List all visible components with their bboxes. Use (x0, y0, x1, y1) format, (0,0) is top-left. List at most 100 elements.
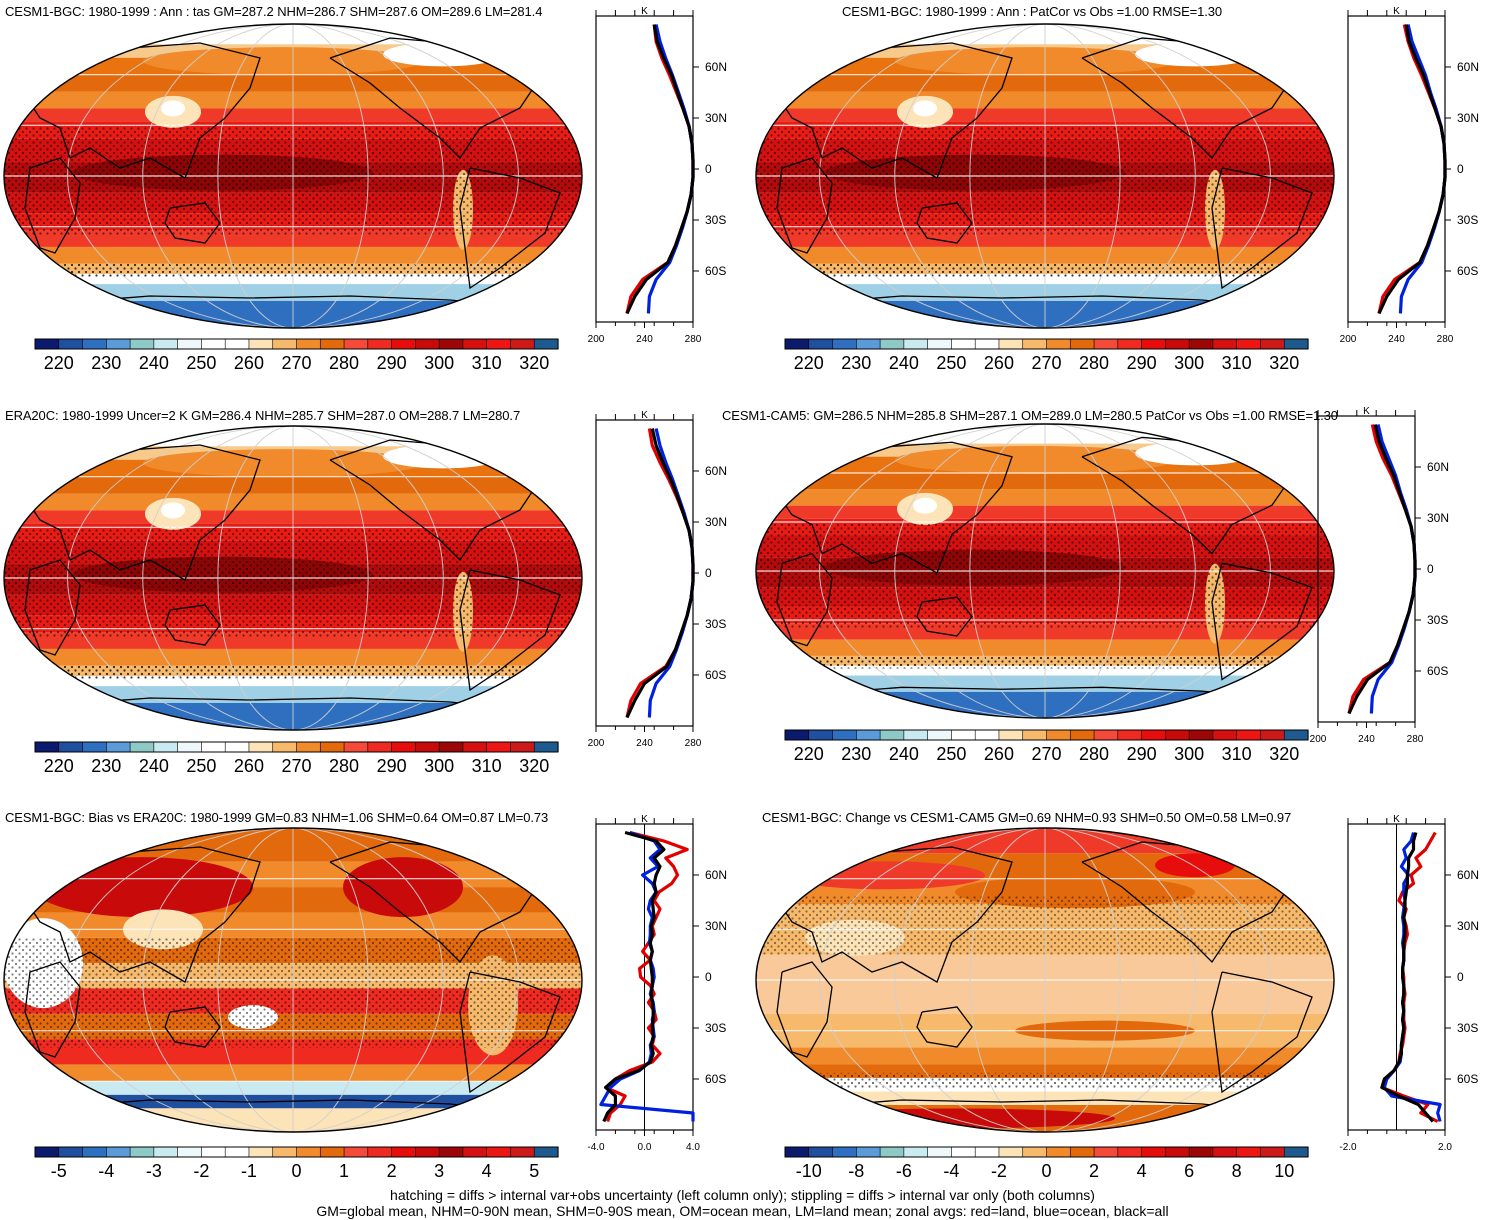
colorbar-swatch (856, 338, 881, 350)
colorbar-tick-label: 250 (936, 353, 966, 373)
graticule-meridian (292, 426, 444, 730)
colorbar-swatch (1260, 1146, 1285, 1158)
graticule-meridian (1044, 828, 1121, 1132)
graticule-meridian (1044, 424, 1196, 718)
colorbar-tick-label: 2 (1089, 1161, 1099, 1181)
colorbar-tick-label: 260 (984, 744, 1014, 764)
colorbar-swatch (1212, 729, 1238, 741)
zonal-lat-label: 30N (1457, 919, 1479, 933)
colorbar-swatch (248, 1146, 274, 1158)
colorbar: -5 -4 -3 -2 -1 0 1 2 3 4 5 (34, 1146, 559, 1181)
panel-title: CESM1-BGC: 1980-1999 : Ann : PatCor vs O… (842, 4, 1223, 19)
colorbar: 220 230 240 250 260 270 280 290 300 310 320 (34, 741, 559, 776)
colorbar-swatch (533, 741, 559, 753)
colorbar-tick-label: 280 (1079, 353, 1109, 373)
colorbar-swatch (34, 338, 60, 350)
graticule-meridian (969, 424, 1046, 718)
zonal-lat-label: 0 (1457, 970, 1464, 984)
colorbar-tick-label: 270 (281, 756, 311, 776)
colorbar-frame (34, 741, 559, 753)
zonal-lat-label: 30S (1427, 613, 1448, 627)
colorbar-swatch (1165, 1146, 1190, 1158)
colorbar-swatch (533, 338, 559, 350)
colorbar-tick-label: 240 (889, 744, 919, 764)
colorbar-swatch (974, 1146, 1000, 1158)
zonal-lat-label: 60S (1457, 1072, 1478, 1086)
colorbar-swatch (319, 1146, 345, 1158)
zonal-series-line (625, 428, 695, 718)
zonal-lat-label: 60S (705, 264, 726, 278)
map-border (755, 23, 1335, 329)
map-plot (3, 827, 583, 1133)
colorbar-tick-label: 4 (482, 1161, 492, 1181)
map-field (756, 24, 1334, 328)
colorbar-tick-label: 310 (1222, 353, 1252, 373)
colorbar-swatch (1141, 338, 1166, 350)
colorbar-swatch (486, 741, 512, 753)
colorbar-frame (784, 338, 1309, 350)
zonal-x-tick-label: 280 (685, 334, 702, 345)
colorbar-swatch (177, 1146, 203, 1158)
colorbar-tick-label: 290 (377, 756, 407, 776)
colorbar-swatch (106, 1146, 131, 1158)
panel-title: CESM1-BGC: Bias vs ERA20C: 1980-1999 GM=… (5, 810, 549, 825)
colorbar-tick-label: 5 (529, 1161, 539, 1181)
panel-title: CESM1-CAM5: GM=286.5 NHM=285.8 SHM=287.1… (722, 408, 1338, 423)
colorbar-swatch (832, 729, 857, 741)
graticule-meridian (1044, 828, 1196, 1132)
colorbar-tick-label: 300 (1174, 744, 1204, 764)
colorbar-tick-label: 280 (1079, 744, 1109, 764)
colorbar-swatch (391, 338, 416, 350)
zonal-series-line (604, 830, 689, 1123)
zonal-unit-label: K (1393, 814, 1400, 825)
map-plot (755, 827, 1335, 1133)
map-field (4, 426, 582, 730)
colorbar-swatch (486, 338, 512, 350)
colorbar-swatch (106, 741, 131, 753)
zonal-lat-label: 30N (1427, 511, 1449, 525)
colorbar-swatch (1117, 338, 1143, 350)
colorbar-tick-label: 310 (472, 353, 502, 373)
graticule-meridian (1044, 24, 1196, 328)
zonal-x-tick-label: 200 (1340, 334, 1357, 345)
colorbar-swatch (391, 741, 416, 753)
zonal-series-line (625, 428, 695, 719)
colorbar-swatch (248, 338, 274, 350)
graticule-meridian (1044, 424, 1121, 718)
colorbar-swatch (1283, 338, 1309, 350)
colorbar-tick-label: -5 (51, 1161, 67, 1181)
colorbar-swatch (367, 338, 393, 350)
colorbar-tick-label: 300 (424, 353, 454, 373)
zonal-lat-label: 0 (705, 566, 712, 580)
graticule-meridian (292, 24, 519, 328)
map-plot (3, 425, 583, 731)
zonal-mean-plot: K -4.0 0.0 4.0 60N 30N 0 30S 60S (587, 814, 727, 1153)
colorbar-swatch (927, 1146, 953, 1158)
colorbar-swatch (343, 338, 369, 350)
zonal-lat-label: 0 (705, 970, 712, 984)
zonal-mean-plot: K 200 240 280 60N 30N 0 30S 60S (588, 410, 727, 749)
colorbar-swatch (153, 741, 179, 753)
graticule-meridian (67, 426, 294, 730)
colorbar-swatch (1069, 1146, 1095, 1158)
colorbar-tick-label: -1 (241, 1161, 257, 1181)
colorbar-swatch (486, 1146, 512, 1158)
zonal-x-tick-label: 200 (588, 738, 605, 749)
graticule-meridian (969, 24, 1046, 328)
zonal-unit-label: K (641, 814, 648, 825)
zonal-x-tick-label: 240 (636, 334, 653, 345)
colorbar-tick-label: 240 (139, 353, 169, 373)
zonal-x-tick-label: 240 (1358, 734, 1375, 745)
colorbar-swatch (1188, 1146, 1214, 1158)
graticule-meridian (1044, 24, 1121, 328)
colorbar-swatch (343, 1146, 369, 1158)
colorbar-tick-label: 220 (44, 353, 74, 373)
colorbar-swatch (903, 1146, 929, 1158)
colorbar-swatch (462, 1146, 488, 1158)
graticule-meridian (217, 426, 294, 730)
colorbar-tick-label: -2 (991, 1161, 1007, 1181)
graticule-meridian (1044, 24, 1271, 328)
colorbar-tick-label: 3 (434, 1161, 444, 1181)
colorbar-swatch (1236, 729, 1262, 741)
colorbar-swatch (1022, 338, 1048, 350)
